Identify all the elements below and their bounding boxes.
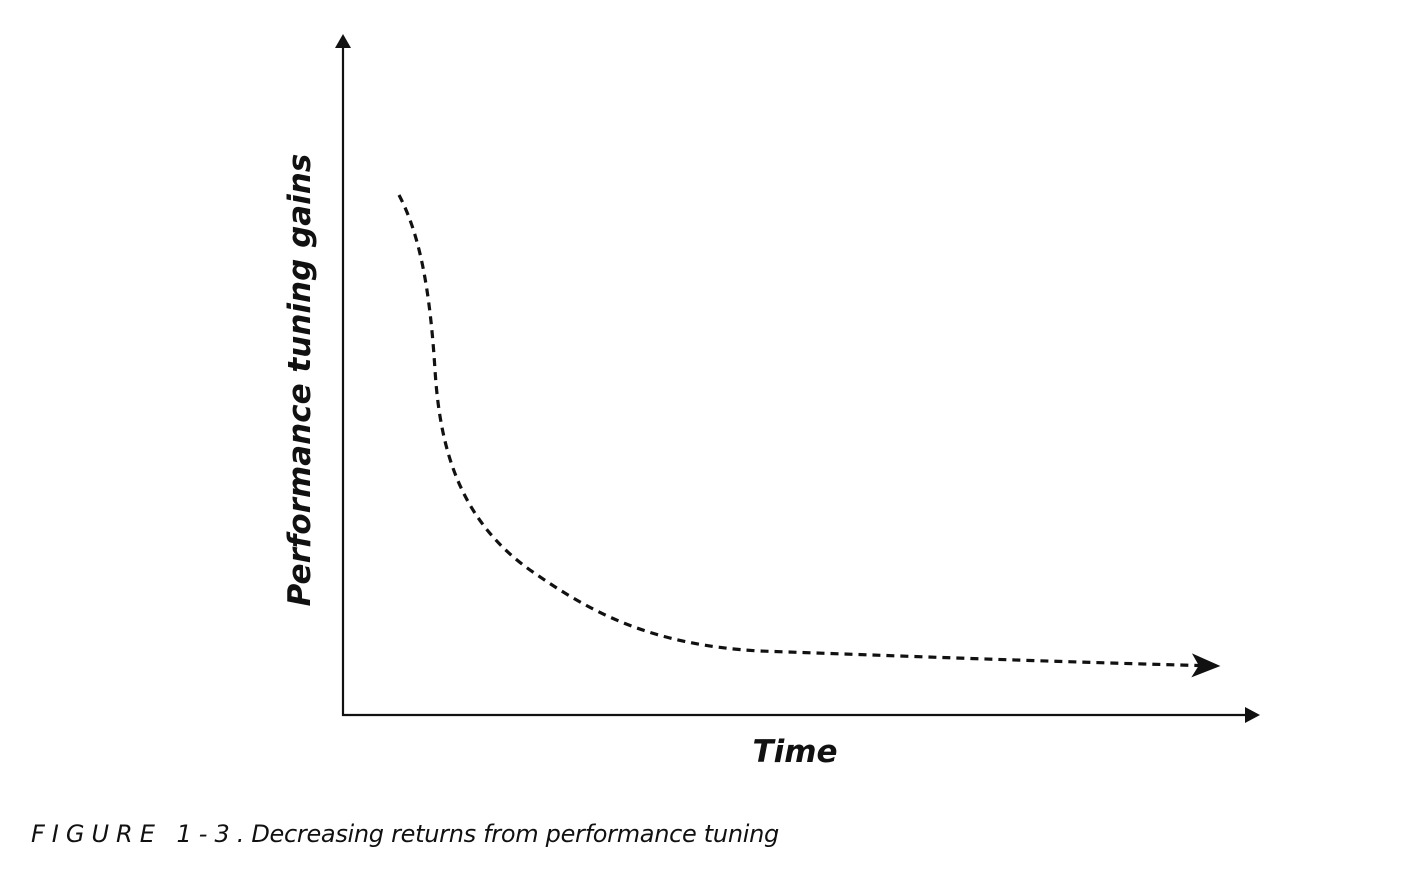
x-axis-arrowhead <box>1245 707 1260 723</box>
decay-curve <box>397 194 1221 678</box>
y-axis-title: Performance tuning gains <box>282 154 318 607</box>
figure-caption-text: Decreasing returns from performance tuni… <box>251 820 779 848</box>
figure-caption: FIGURE 1-3.Decreasing returns from perfo… <box>31 820 779 848</box>
x-axis-title: Time <box>752 734 837 770</box>
figure-caption-label: FIGURE 1-3. <box>31 820 252 848</box>
y-axis-arrowhead <box>335 34 351 48</box>
